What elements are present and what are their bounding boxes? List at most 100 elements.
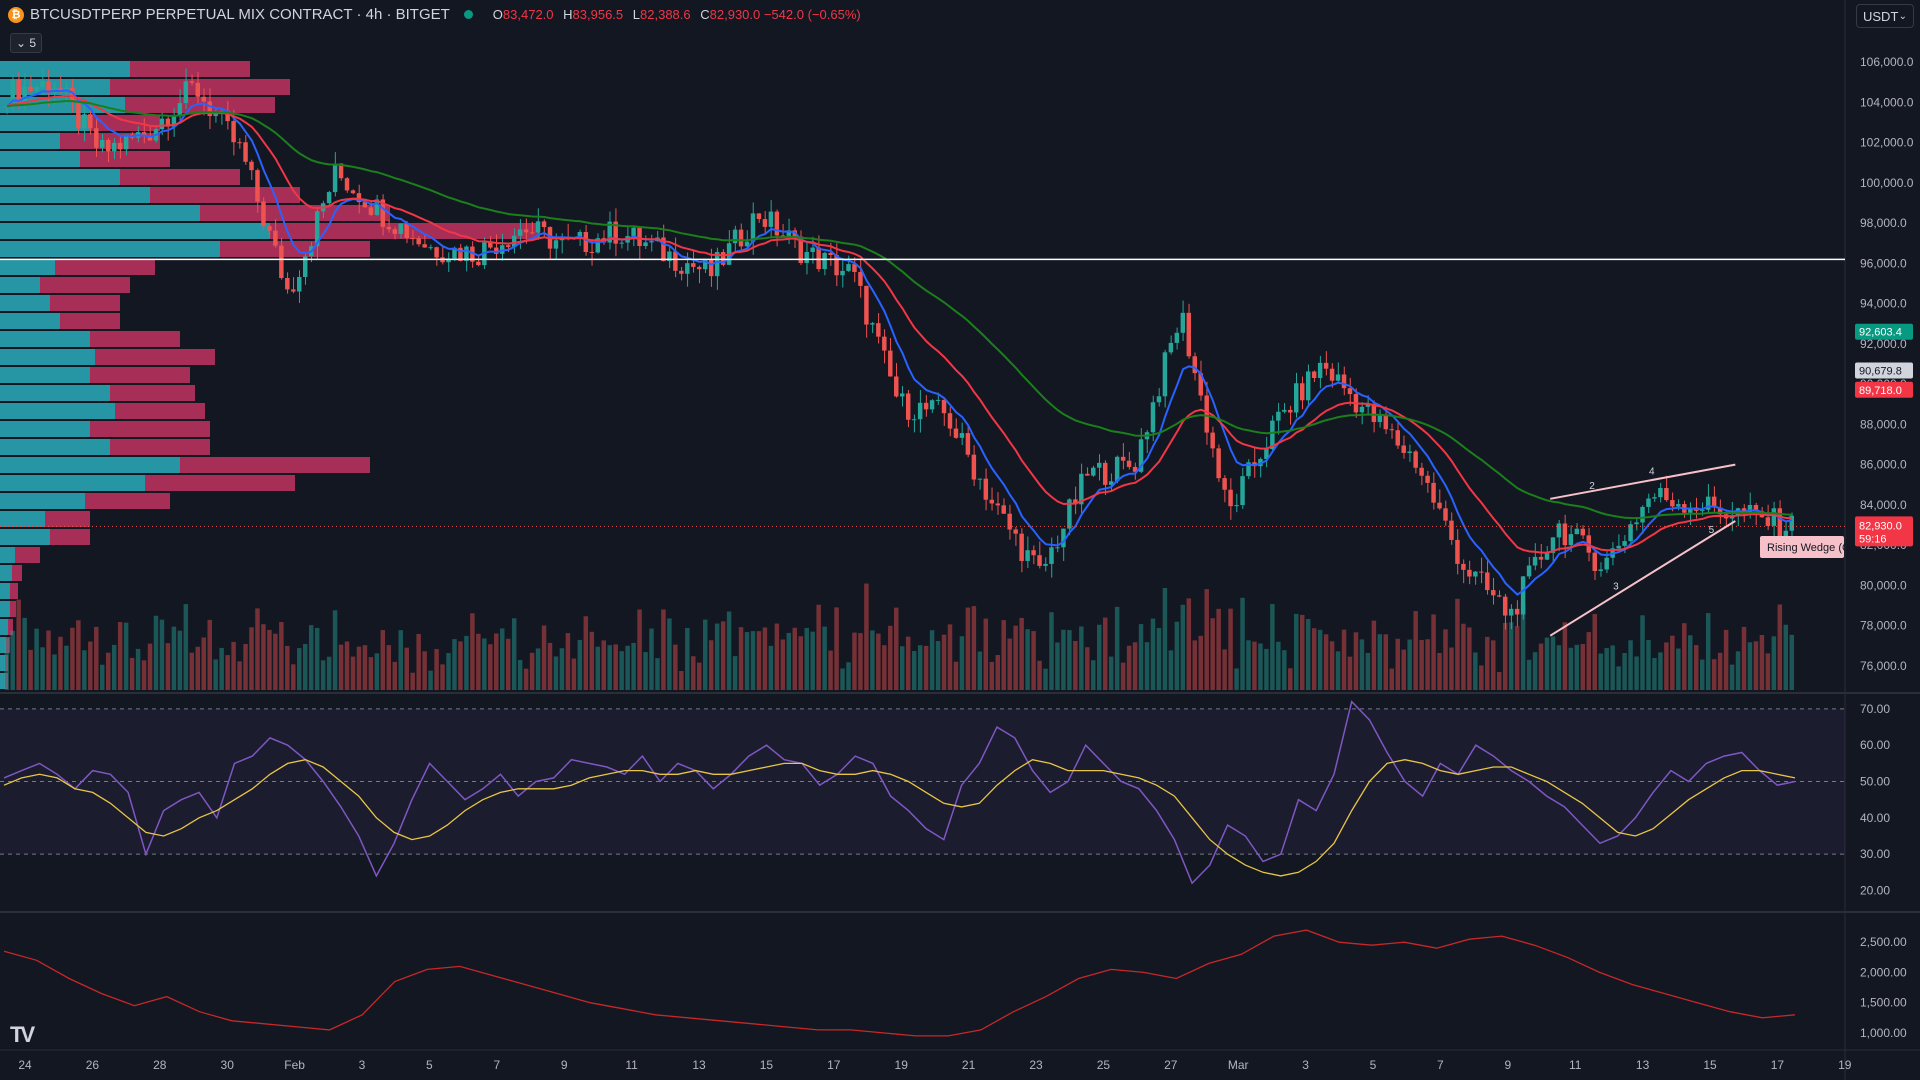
- candle-body: [10, 79, 15, 107]
- volume-profile-down-bar: [90, 421, 210, 437]
- volume-profile-up-bar: [0, 493, 85, 509]
- candle-body: [738, 229, 744, 247]
- volume-profile-up-bar: [0, 223, 270, 239]
- ema-mid-line: [6, 94, 1793, 554]
- volume-bar: [1508, 622, 1514, 690]
- volume-bar: [380, 630, 386, 690]
- price-label-badge: [1855, 323, 1913, 340]
- candle-body: [1234, 505, 1239, 507]
- time-axis-tick: 13: [1636, 1058, 1650, 1072]
- volume-bar: [1753, 641, 1759, 690]
- candle-body: [416, 238, 421, 245]
- volume-profile-down-bar: [85, 493, 170, 509]
- candle-body: [16, 79, 21, 103]
- candle-body: [1091, 467, 1096, 476]
- wedge-point-label: 4: [1649, 467, 1655, 478]
- candle-body: [1771, 508, 1777, 526]
- volume-profile-down-bar: [55, 259, 155, 275]
- candle-body: [1162, 352, 1168, 397]
- candle-body: [1789, 515, 1794, 531]
- indicator-count: 5: [29, 36, 37, 50]
- volume-bar: [1502, 622, 1508, 690]
- volume-bar: [1311, 628, 1317, 690]
- volume-bar: [798, 636, 803, 690]
- volume-bar: [1592, 614, 1597, 690]
- volume-bar: [488, 644, 493, 690]
- symbol-info[interactable]: ₿ BTCUSDTPERP PERPETUAL MIX CONTRACT · 4…: [8, 6, 861, 23]
- volume-bar: [1658, 652, 1663, 690]
- rsi-axis-tick: 50.00: [1860, 775, 1890, 789]
- symbol-title[interactable]: BTCUSDTPERP PERPETUAL MIX CONTRACT · 4h …: [30, 6, 450, 23]
- volume-bar: [1729, 664, 1735, 690]
- volume-bar: [58, 636, 63, 690]
- candle-body: [661, 237, 666, 262]
- volume-bar: [1365, 652, 1371, 690]
- time-axis-tick: 21: [962, 1058, 976, 1072]
- volume-bar: [201, 637, 206, 690]
- volume-bar: [374, 653, 380, 690]
- candle-body: [1556, 523, 1562, 538]
- volume-profile-down-bar: [120, 169, 240, 185]
- candle-body: [917, 402, 923, 420]
- tradingview-logo-icon[interactable]: TV: [10, 1022, 35, 1047]
- volume-profile-down-bar: [110, 385, 195, 401]
- volume-bar: [1580, 644, 1586, 690]
- candle-body: [1019, 533, 1024, 561]
- volume-bar: [1610, 645, 1615, 690]
- candle-body: [350, 190, 356, 194]
- candle-body: [577, 231, 583, 240]
- candle-body: [291, 289, 296, 292]
- candle-body: [888, 350, 893, 377]
- volume-bar: [1699, 659, 1705, 690]
- price-label-text: 90,679.8: [1859, 365, 1902, 377]
- candle-body: [768, 211, 774, 227]
- candle-body: [1425, 475, 1430, 483]
- volume-bar: [786, 632, 792, 690]
- volume-bar: [834, 607, 839, 690]
- volume-bar: [1126, 645, 1132, 690]
- volume-bar: [1210, 618, 1215, 690]
- volume-profile-up-bar: [0, 457, 180, 473]
- candle-body: [667, 251, 672, 262]
- candle-body: [94, 128, 99, 148]
- volume-bar: [523, 668, 529, 690]
- volume-bar: [303, 643, 308, 690]
- candle-body: [1419, 467, 1424, 476]
- volume-profile-down-bar: [150, 187, 300, 203]
- volume-bar: [744, 632, 750, 690]
- volume-bar: [1371, 620, 1377, 690]
- volume-bar: [697, 662, 702, 690]
- candle-body: [679, 270, 684, 274]
- volume-bar: [1150, 618, 1156, 690]
- volume-bar: [117, 622, 123, 690]
- candle-body: [1473, 571, 1478, 577]
- oscillator-axis-tick: 1,500.00: [1860, 996, 1907, 1010]
- volume-bar: [1001, 620, 1006, 690]
- candle-body: [1347, 388, 1353, 395]
- volume-bar: [344, 641, 350, 690]
- indicators-toggle-button[interactable]: ⌄ 5: [10, 33, 42, 53]
- candle-body: [1317, 362, 1323, 378]
- volume-bar: [1514, 626, 1520, 690]
- volume-bar: [1138, 624, 1144, 690]
- volume-bar: [511, 618, 517, 690]
- currency-select[interactable]: USDT ⌄: [1856, 4, 1914, 28]
- volume-bar: [129, 657, 135, 690]
- volume-profile-down-bar: [6, 637, 10, 653]
- volume-profile-down-bar: [5, 673, 8, 689]
- oscillator-line: [3, 929, 1796, 1037]
- volume-profile-up-bar: [0, 259, 55, 275]
- volume-bar: [1240, 597, 1245, 690]
- volume-bar: [1395, 638, 1400, 690]
- candle-body: [1514, 608, 1520, 615]
- candle-body: [111, 142, 117, 152]
- volume-bar: [673, 644, 678, 690]
- volume-bar: [953, 661, 959, 690]
- time-axis-tick: 28: [153, 1058, 167, 1072]
- volume-bar: [34, 628, 39, 690]
- volume-profile-up-bar: [0, 115, 90, 131]
- volume-bar: [470, 613, 475, 690]
- candle-body: [1461, 563, 1466, 570]
- candle-body: [1222, 478, 1227, 490]
